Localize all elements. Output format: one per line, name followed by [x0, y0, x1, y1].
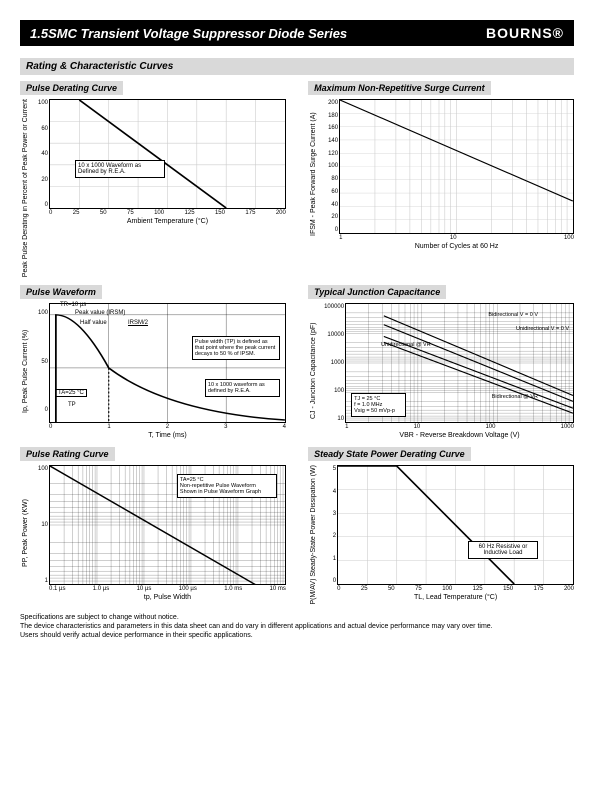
- pulse-derating-yticks: 100 60 40 20 0: [30, 100, 48, 208]
- pulse-derating-ylabel: Peak Pulse Derating in Percent of Peak P…: [20, 99, 29, 277]
- max-surge-col: Maximum Non-Repetitive Surge Current IFS…: [308, 81, 574, 277]
- steady-state-xticks: 0 25 50 75 100 125 150 175 200: [337, 586, 574, 592]
- pulse-derating-col: Pulse Derating Curve Peak Pulse Derating…: [20, 81, 286, 277]
- steady-state-note: 60 Hz Resistive or Inductive Load: [468, 541, 538, 559]
- pulse-rating-yticks: 100 10 1: [30, 466, 48, 584]
- steady-state-col: Steady State Power Derating Curve P(M/AV…: [308, 447, 574, 605]
- ta-annotation: TA=25 °C: [55, 389, 87, 397]
- junction-cap-chart: 100000 10000 1000 100 10: [345, 303, 574, 423]
- footnote-line: The device characteristics and parameter…: [20, 622, 574, 631]
- unidir-0v-label: Unidirectional V = 0 V: [516, 326, 569, 332]
- pulse-waveform-title: Pulse Waveform: [20, 285, 102, 299]
- brand-logo: BOURNS®: [486, 25, 564, 41]
- pulse-rating-chart: 100 10 1: [49, 465, 286, 585]
- junction-conditions: TJ = 25 °C f = 1.0 MHz Vsig = 50 mVp-p: [351, 393, 406, 417]
- max-surge-chart: 200 180 160 140 120 100 80 60 40 20 0: [339, 99, 574, 234]
- pulse-waveform-ylabel: Ip, Peak Pulse Current (%): [20, 303, 29, 439]
- pulse-waveform-xticks: 0 1 2 3 4: [49, 424, 286, 430]
- junction-cap-ylabel: CJ - Junction Capacitance (pF): [308, 303, 317, 439]
- pulse-derating-chart: 100 60 40 20 0 10 x 1000 Waveform as Def: [49, 99, 286, 209]
- chart-row-1: Pulse Derating Curve Peak Pulse Derating…: [20, 81, 574, 277]
- max-surge-svg: [340, 100, 573, 233]
- chart-row-3: Pulse Rating Curve PP, Peak Power (KW) 1…: [20, 447, 574, 605]
- section-title: Rating & Characteristic Curves: [20, 58, 574, 75]
- chart-row-2: Pulse Waveform Ip, Peak Pulse Current (%…: [20, 285, 574, 439]
- pulse-rating-col: Pulse Rating Curve PP, Peak Power (KW) 1…: [20, 447, 286, 605]
- tr-annotation: TR=10 µs: [60, 302, 86, 308]
- junction-cap-yticks: 100000 10000 1000 100 10: [318, 304, 344, 422]
- steady-state-title: Steady State Power Derating Curve: [308, 447, 471, 461]
- max-surge-xlabel: Number of Cycles at 60 Hz: [339, 243, 574, 250]
- page-title: 1.5SMC Transient Voltage Suppressor Diod…: [30, 26, 347, 41]
- waveform-note: 10 x 1000 waveform as defined by R.E.A.: [205, 379, 280, 397]
- footnote-line: Specifications are subject to change wit…: [20, 613, 574, 622]
- max-surge-yticks: 200 180 160 140 120 100 80 60 40 20 0: [318, 100, 338, 233]
- pulse-rating-xticks: 0.1 µs 1.0 µs 10 µs 100 µs 1.0 ms 10 ms: [49, 586, 286, 592]
- junction-cap-xlabel: VBR - Reverse Breakdown Voltage (V): [345, 432, 574, 439]
- steady-state-yticks: 5 4 3 2 1 0: [318, 466, 336, 584]
- pulse-rating-title: Pulse Rating Curve: [20, 447, 115, 461]
- steady-state-ylabel: P(M/AV) Steady-State Power Dissipation (…: [308, 465, 317, 605]
- pulse-derating-xticks: 0 25 50 75 100 125 150 175 200: [49, 210, 286, 216]
- pulse-rating-ylabel: PP, Peak Power (KW): [20, 465, 29, 601]
- steady-state-chart: 5 4 3 2 1 0 60 Hz Resistive: [337, 465, 574, 585]
- irsm2-annotation: IRSM/2: [128, 320, 148, 326]
- pulse-derating-title: Pulse Derating Curve: [20, 81, 123, 95]
- pulse-derating-note: 10 x 1000 Waveform as Defined by R.E.A.: [75, 160, 165, 178]
- steady-state-xlabel: TL, Lead Temperature (°C): [337, 594, 574, 601]
- pulse-rating-xlabel: tp, Pulse Width: [49, 594, 286, 601]
- pulse-waveform-col: Pulse Waveform Ip, Peak Pulse Current (%…: [20, 285, 286, 439]
- max-surge-xticks: 1 10 100: [339, 235, 574, 241]
- pulse-waveform-chart: 100 50 0 TR=10 µs Peak value (IRSM): [49, 303, 286, 423]
- footnote-line: Users should verify actual device perfor…: [20, 631, 574, 640]
- bidir-0v-label: Bidirectional V = 0 V: [488, 312, 538, 318]
- unidir-vr-label: Unidirectional @ VR: [381, 342, 431, 348]
- max-surge-ylabel: IFSM - Peak Forward Surge Current (A): [308, 99, 317, 250]
- bidir-vr-label: Bidirectional @ VR: [492, 394, 538, 400]
- pulse-width-note: Pulse width (TP) is defined as that poin…: [192, 336, 280, 360]
- pulse-waveform-yticks: 100 50 0: [30, 304, 48, 422]
- header-bar: 1.5SMC Transient Voltage Suppressor Diod…: [20, 20, 574, 46]
- half-annotation: Half value: [80, 320, 107, 326]
- footnotes: Specifications are subject to change wit…: [20, 613, 574, 640]
- junction-cap-col: Typical Junction Capacitance CJ - Juncti…: [308, 285, 574, 439]
- pulse-derating-xlabel: Ambient Temperature (°C): [49, 218, 286, 225]
- pulse-rating-note: TA=25 °C Non-repetitive Pulse Waveform S…: [177, 474, 277, 498]
- peak-annotation: Peak value (IRSM): [75, 310, 125, 316]
- pulse-waveform-xlabel: T, Time (ms): [49, 432, 286, 439]
- max-surge-title: Maximum Non-Repetitive Surge Current: [308, 81, 491, 95]
- junction-cap-title: Typical Junction Capacitance: [308, 285, 446, 299]
- junction-cap-xticks: 1 10 100 1000: [345, 424, 574, 430]
- pulse-derating-svg: [50, 100, 285, 208]
- steady-state-svg: [338, 466, 573, 584]
- tp-annotation: TP: [68, 402, 76, 408]
